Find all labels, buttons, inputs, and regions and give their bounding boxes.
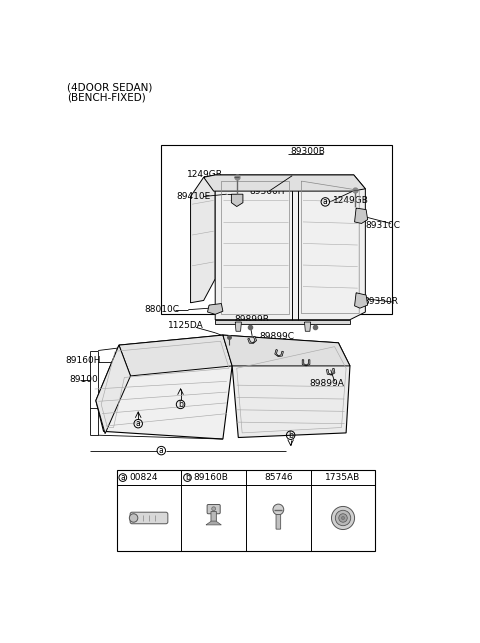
PathPatch shape (96, 345, 131, 433)
Bar (117, 470, 375, 550)
Text: 89100: 89100 (69, 376, 97, 385)
Circle shape (339, 514, 347, 522)
Circle shape (341, 516, 345, 520)
PathPatch shape (248, 336, 257, 343)
Text: 00824: 00824 (129, 473, 157, 482)
Text: b: b (178, 400, 183, 409)
PathPatch shape (223, 335, 350, 366)
PathPatch shape (191, 175, 215, 303)
Text: 89899B: 89899B (234, 315, 269, 324)
Circle shape (273, 504, 284, 515)
Text: 89360H: 89360H (250, 186, 285, 195)
Text: 89410E: 89410E (177, 192, 211, 201)
Text: 1249GB: 1249GB (333, 196, 369, 205)
FancyBboxPatch shape (207, 505, 220, 514)
Text: 1125DA: 1125DA (168, 321, 203, 330)
Text: 85746: 85746 (264, 473, 293, 482)
Text: 89899C: 89899C (281, 349, 316, 358)
Circle shape (336, 511, 351, 526)
Text: 88010C: 88010C (144, 305, 180, 314)
Text: 89899C: 89899C (260, 332, 295, 341)
PathPatch shape (355, 208, 368, 224)
PathPatch shape (215, 175, 365, 320)
Text: 89160H: 89160H (65, 356, 100, 365)
PathPatch shape (119, 335, 232, 376)
Text: b: b (185, 473, 190, 482)
Text: 1735AB: 1735AB (325, 473, 360, 482)
Bar (161, 145, 392, 314)
PathPatch shape (96, 335, 232, 439)
Text: a: a (159, 446, 164, 455)
FancyBboxPatch shape (276, 514, 281, 529)
Circle shape (212, 507, 216, 511)
PathPatch shape (235, 322, 241, 331)
PathPatch shape (326, 368, 335, 375)
Text: 89300B: 89300B (291, 147, 325, 156)
PathPatch shape (206, 521, 221, 525)
Text: 89899A: 89899A (309, 379, 344, 388)
Text: (BENCH-FIXED): (BENCH-FIXED) (67, 92, 146, 102)
PathPatch shape (275, 350, 283, 356)
PathPatch shape (223, 335, 350, 437)
PathPatch shape (355, 293, 368, 308)
Text: b: b (288, 431, 293, 440)
PathPatch shape (204, 175, 365, 191)
PathPatch shape (302, 359, 310, 366)
Text: 89350R: 89350R (364, 298, 399, 307)
PathPatch shape (207, 303, 223, 314)
PathPatch shape (231, 194, 243, 206)
FancyBboxPatch shape (130, 512, 168, 524)
PathPatch shape (304, 322, 311, 331)
Circle shape (332, 507, 355, 530)
Text: 1249GB: 1249GB (187, 170, 223, 179)
FancyBboxPatch shape (211, 511, 216, 521)
Text: 89310C: 89310C (365, 221, 400, 230)
Circle shape (129, 514, 138, 522)
Text: 89160B: 89160B (193, 473, 228, 482)
PathPatch shape (215, 320, 350, 323)
Text: a: a (120, 473, 125, 482)
Text: a: a (323, 197, 328, 206)
Text: a: a (136, 419, 141, 428)
Text: (4DOOR SEDAN): (4DOOR SEDAN) (67, 83, 153, 93)
